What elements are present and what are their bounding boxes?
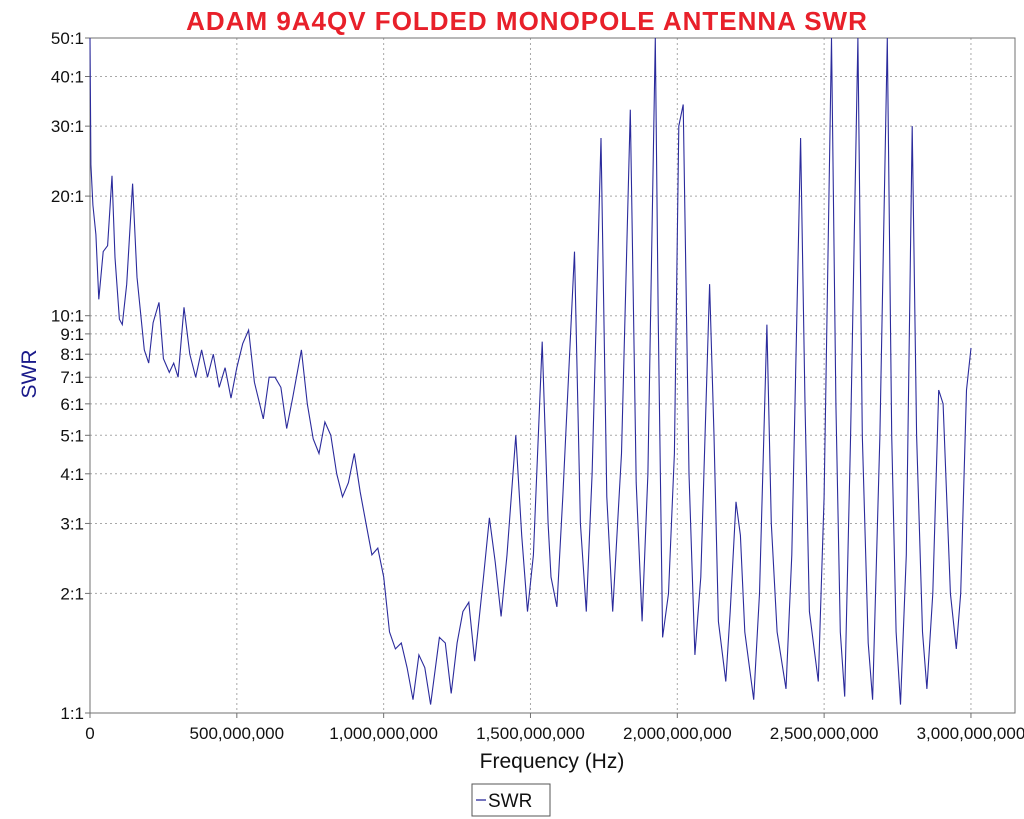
y-tick-label: 50:1: [51, 29, 84, 48]
x-tick-label: 2,000,000,000: [623, 724, 732, 743]
y-axis-label: SWR: [18, 350, 41, 399]
y-tick-label: 8:1: [60, 345, 84, 364]
x-tick-label: 2,500,000,000: [770, 724, 879, 743]
y-tick-label: 1:1: [60, 704, 84, 723]
grid: [90, 38, 1015, 713]
x-tick-label: 0: [85, 724, 94, 743]
legend: SWR: [471, 783, 551, 817]
y-tick-label: 40:1: [51, 68, 84, 87]
x-tick-label: 1,500,000,000: [476, 724, 585, 743]
y-tick-label: 5:1: [60, 426, 84, 445]
y-axis-ticks: 1:1 2:1 3:1 4:1 5:1 6:1 7:1 8:19:110:1 20:1 30:1 4…: [51, 29, 90, 723]
y-tick-label: 9:1: [60, 325, 84, 344]
swr-series-line: [89, 37, 972, 705]
y-tick-label: 4:1: [60, 465, 84, 484]
legend-label: SWR: [488, 791, 532, 812]
x-axis-label: Frequency (Hz): [480, 750, 625, 773]
x-axis-ticks: 0 500,000,000 1,000,000,000 1,500,000,000 2,…: [85, 713, 1024, 743]
y-tick-label: 30:1: [51, 117, 84, 136]
x-tick-label: 500,000,000: [190, 724, 285, 743]
y-tick-label: 6:1: [60, 395, 84, 414]
y-tick-label: 7:1: [60, 368, 84, 387]
plot-area-frame: [89, 37, 1016, 714]
chart-title: ADAM 9A4QV FOLDED MONOPOLE ANTENNA SWR: [186, 6, 868, 36]
y-tick-label: 2:1: [60, 584, 84, 603]
x-tick-label: 1,000,000,000: [329, 724, 438, 743]
x-tick-label: 3,000,000,000: [917, 724, 1024, 743]
y-tick-label: 20:1: [51, 187, 84, 206]
y-tick-label: 10:1: [51, 307, 84, 326]
y-tick-label: 3:1: [60, 514, 84, 533]
